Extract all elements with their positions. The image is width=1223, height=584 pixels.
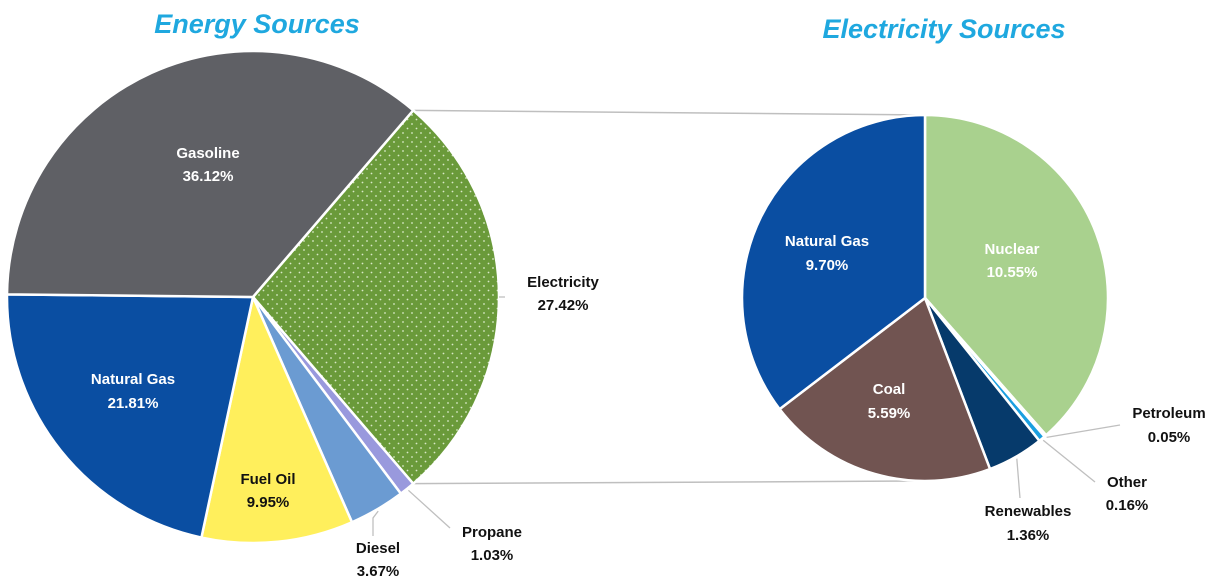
svg-text:Natural Gas: Natural Gas (785, 233, 869, 250)
leader-line-diesel (372, 510, 379, 536)
svg-text:3.67%: 3.67% (357, 563, 400, 580)
slice-label-fuel-oil: Fuel Oil 9.95% (240, 471, 295, 511)
leader-line-renewables (1016, 458, 1021, 499)
leader-line-propane (407, 489, 451, 529)
energy-sources-pie (5, 49, 501, 545)
svg-text:Renewables: Renewables (985, 503, 1072, 520)
svg-text:Gasoline: Gasoline (176, 145, 239, 162)
slice-label-natural-gas: Natural Gas 21.81% (91, 371, 175, 412)
slice-label-renewables: Renewables 1.36% (985, 503, 1072, 544)
svg-text:9.95%: 9.95% (247, 494, 290, 511)
svg-text:10.55%: 10.55% (987, 264, 1038, 281)
connector-line-top (413, 109, 926, 116)
pie-slice-fuel-oil (200, 295, 354, 545)
svg-text:Propane: Propane (462, 524, 522, 541)
slice-label-petroleum: Petroleum 0.05% (1132, 405, 1205, 446)
pie-slice-natural-gas-electricity (740, 113, 927, 411)
svg-text:Electricity: Electricity (527, 274, 599, 291)
svg-text:5.59%: 5.59% (868, 405, 911, 422)
connector-line-bottom (413, 480, 926, 485)
slice-label-coal: Coal 5.59% (868, 381, 911, 422)
slice-label-propane: Propane 1.03% (462, 524, 522, 564)
leader-line-other (1042, 439, 1096, 483)
svg-text:Natural Gas: Natural Gas (91, 371, 175, 388)
leader-line-petroleum (1046, 424, 1121, 439)
electricity-sources-title: Electricity Sources (822, 14, 1065, 44)
leader-lines (372, 296, 1121, 536)
slice-label-natural-gas-electricity: Natural Gas 9.70% (785, 233, 869, 274)
pie-slice-nuclear-electricity (923, 113, 1110, 437)
slice-label-gasoline: Gasoline 36.12% (176, 145, 239, 185)
svg-text:0.16%: 0.16% (1106, 497, 1149, 514)
svg-text:1.03%: 1.03% (471, 547, 514, 564)
pie-slice-gasoline (5, 49, 415, 299)
energy-sources-title: Energy Sources (154, 9, 360, 39)
svg-text:21.81%: 21.81% (108, 395, 159, 412)
pie-slice-electricity (251, 109, 501, 485)
svg-text:0.05%: 0.05% (1148, 429, 1191, 446)
slice-label-diesel: Diesel 3.67% (356, 540, 400, 580)
svg-text:9.70%: 9.70% (806, 257, 849, 274)
svg-text:27.42%: 27.42% (538, 297, 589, 314)
svg-text:Nuclear: Nuclear (984, 241, 1039, 258)
svg-text:Coal: Coal (873, 381, 906, 398)
svg-text:Diesel: Diesel (356, 540, 400, 557)
slice-label-other: Other 0.16% (1106, 474, 1149, 514)
svg-text:1.36%: 1.36% (1007, 527, 1050, 544)
slice-label-nuclear: Nuclear 10.55% (984, 241, 1039, 281)
svg-text:Other: Other (1107, 474, 1147, 491)
svg-text:Fuel Oil: Fuel Oil (240, 471, 295, 488)
svg-text:Petroleum: Petroleum (1132, 405, 1205, 422)
electricity-sources-pie (740, 113, 1110, 483)
slice-label-electricity: Electricity 27.42% (527, 274, 599, 314)
svg-text:36.12%: 36.12% (183, 168, 234, 185)
pie-slice-coal-electricity (778, 296, 992, 483)
pie-slice-natural-gas (5, 293, 255, 539)
